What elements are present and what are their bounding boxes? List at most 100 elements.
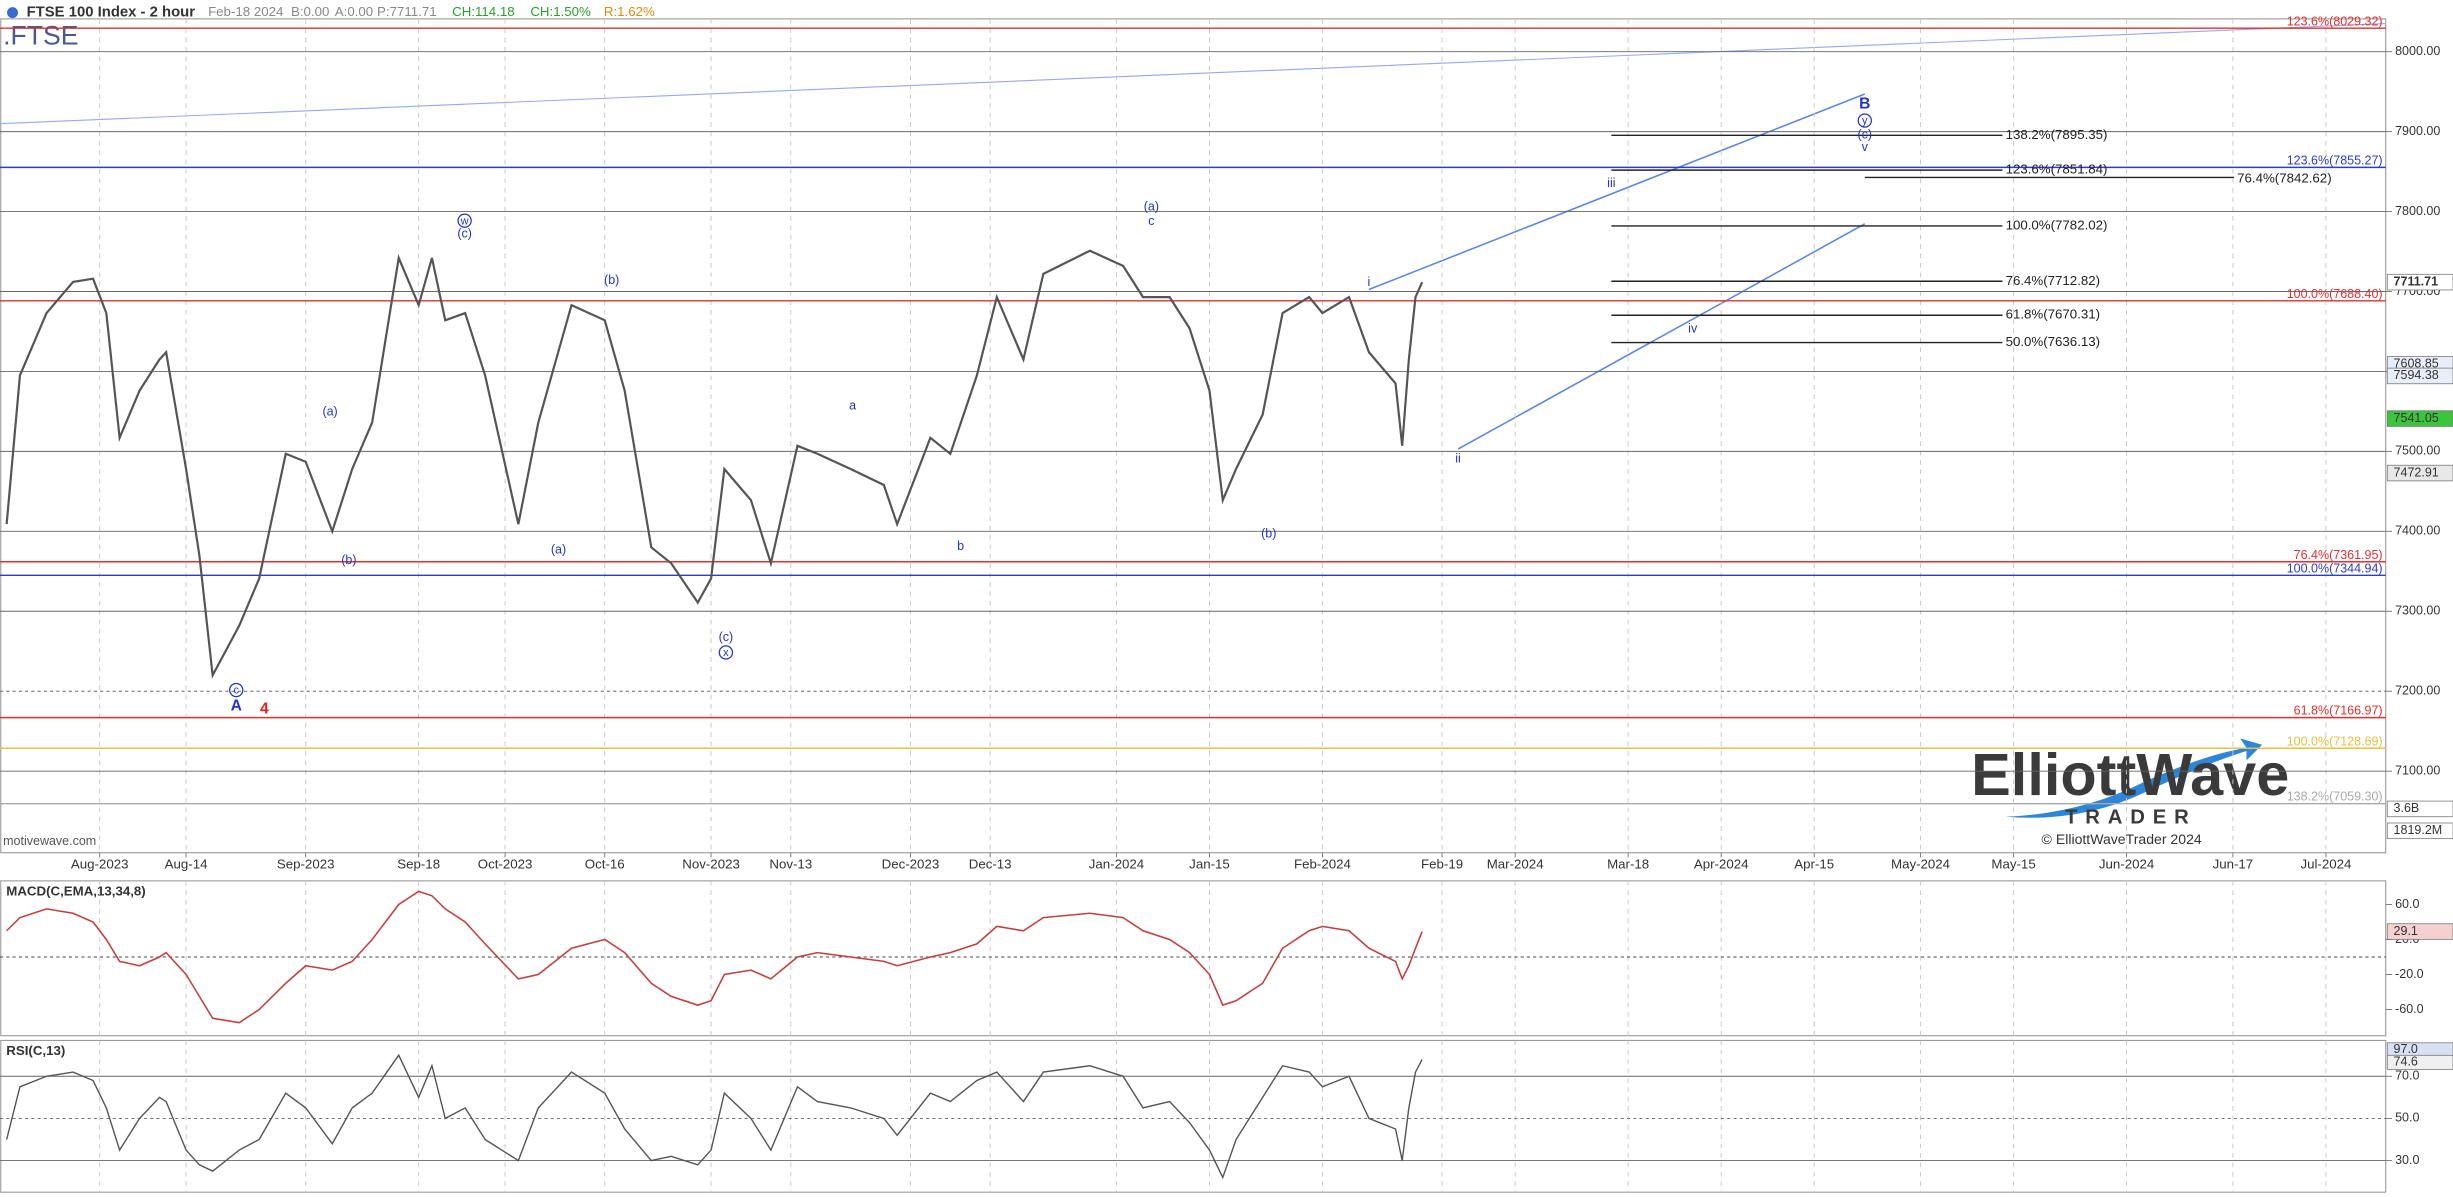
y-tick-label: 60.0	[2395, 897, 2419, 911]
volume-label: 3.6B	[2394, 801, 2420, 815]
x-tick-label: Nov-2023	[682, 857, 740, 872]
wave-label: (b)	[604, 273, 619, 287]
x-tick-label: Dec-13	[969, 857, 1012, 872]
wave-label: c	[233, 685, 239, 697]
price-marker-label: 7541.05	[2394, 411, 2439, 425]
header-bid: B:0.00	[291, 4, 329, 19]
wave-circle	[229, 682, 244, 698]
wave-label: v	[1862, 140, 1869, 154]
y-tick-label: 7100.00	[2395, 763, 2440, 777]
panel-title: RSI(C,13)	[6, 1043, 65, 1058]
x-tick-label: Jul-2024	[2300, 857, 2351, 872]
y-tick-label: 8000.00	[2395, 44, 2440, 58]
rsi-panel	[0, 1039, 2387, 1193]
header-price: P:7711.71	[377, 4, 437, 19]
y-tick-label: 7300.00	[2395, 604, 2440, 618]
price-panel	[0, 18, 2387, 854]
x-tick-label: Feb-2024	[1294, 857, 1351, 872]
header-change: CH:114.18	[452, 4, 515, 19]
title: FTSE 100 Index - 2 hour	[27, 5, 196, 21]
y-tick-label: 30.0	[2395, 1153, 2419, 1167]
wave-label: y	[1862, 115, 1868, 127]
x-tick-label: Mar-2024	[1487, 857, 1544, 872]
symbol: .FTSE	[3, 21, 78, 51]
projection-label: 50.0%(7636.13)	[2006, 334, 2101, 349]
wave-label: (a)	[1144, 200, 1159, 214]
projection-label: 61.8%(7670.31)	[2006, 307, 2101, 322]
fib-level-label: 100.0%(7688.40)	[2287, 287, 2383, 301]
wave-label: (c)	[719, 630, 734, 644]
wave-label: ii	[1455, 452, 1461, 466]
y-tick-label: -20.0	[2395, 967, 2424, 981]
y-tick-label: 7900.00	[2395, 124, 2440, 138]
projection-label: 100.0%(7782.02)	[2006, 217, 2108, 232]
wave-circle	[1857, 113, 1872, 128]
price-marker-label: 7711.71	[2394, 274, 2439, 288]
x-tick-label: Feb-19	[1421, 857, 1463, 872]
fib-level-label: 76.4%(7361.95)	[2294, 548, 2383, 562]
wave-label: (a)	[551, 542, 566, 556]
fib-level-label: 100.0%(7128.69)	[2287, 734, 2383, 748]
x-tick-label: Apr-2024	[1694, 857, 1749, 872]
y-tick-label: 7500.00	[2395, 444, 2440, 458]
wave-label: (b)	[1261, 527, 1276, 541]
x-tick-label: Jan-2024	[1089, 857, 1144, 872]
y-tick-label: 7400.00	[2395, 524, 2440, 538]
copyright: © ElliottWaveTrader 2024	[2042, 831, 2202, 847]
y-tick-label: 50.0	[2395, 1111, 2419, 1125]
series-line	[6, 890, 1423, 1024]
channel-line	[1457, 223, 1866, 450]
volume-label: 1819.2M	[2394, 823, 2443, 837]
price-marker	[2386, 464, 2453, 482]
x-tick-label: Aug-14	[165, 857, 208, 872]
x-tick-label: Sep-18	[397, 857, 440, 872]
wave-label: (a)	[322, 405, 337, 419]
macd-marker-label: 29.1	[2394, 924, 2418, 938]
rsi-marker	[2386, 1054, 2453, 1070]
projection-label: 76.4%(7712.82)	[2006, 273, 2101, 288]
header-range: R:1.62%	[604, 4, 655, 19]
price-marker-label: 7472.91	[2394, 465, 2439, 479]
trend-line	[0, 23, 2386, 125]
x-tick-label: May-15	[1991, 857, 2035, 872]
x-tick-label: Apr-15	[1794, 857, 1834, 872]
rsi-marker-label: 74.6	[2394, 1055, 2418, 1069]
fib-level-label: 123.6%(7855.27)	[2287, 153, 2383, 167]
y-tick-label: 7800.00	[2395, 204, 2440, 218]
volume-marker	[2386, 822, 2453, 840]
wave-label: c	[1148, 214, 1154, 228]
price-marker	[2386, 367, 2453, 385]
x-tick-label: Jun-2024	[2099, 857, 2154, 872]
wave-label: iii	[1607, 176, 1615, 190]
wave-label: A	[231, 698, 242, 715]
projection-label: 123.6%(7851.84)	[2006, 162, 2108, 177]
price-marker-label: 7594.38	[2394, 368, 2439, 382]
wave-label: (b)	[341, 553, 356, 567]
x-tick-label: Dec-2023	[882, 857, 940, 872]
header-ask: A:0.00	[335, 4, 373, 19]
logo-subtext: TRADER	[2065, 807, 2197, 829]
series-line	[5, 1053, 1423, 1180]
wave-label: w	[460, 215, 469, 227]
fib-level-label: 138.2%(7059.30)	[2287, 790, 2383, 804]
projection-label: 76.4%(7842.62)	[2237, 171, 2332, 186]
wave-label: i	[1367, 275, 1370, 289]
panel-title: MACD(C,EMA,13,34,8)	[6, 883, 145, 898]
x-tick-label: Oct-16	[585, 857, 625, 872]
projection-label: 138.2%(7895.35)	[2006, 127, 2108, 142]
y-tick-label: 7200.00	[2395, 684, 2440, 698]
wave-label: 4	[260, 701, 269, 718]
fib-level-label: 100.0%(7344.94)	[2287, 561, 2383, 575]
x-tick-label: Sep-2023	[277, 857, 335, 872]
wave-label: x	[723, 647, 729, 659]
macd-marker	[2386, 923, 2453, 940]
x-tick-label: Nov-13	[769, 857, 812, 872]
series-line	[5, 249, 1424, 679]
wave-label: a	[849, 398, 856, 412]
price-marker	[2386, 410, 2453, 427]
rsi-marker-label: 97.0	[2394, 1042, 2418, 1056]
y-tick-label: -60.0	[2395, 1002, 2424, 1016]
